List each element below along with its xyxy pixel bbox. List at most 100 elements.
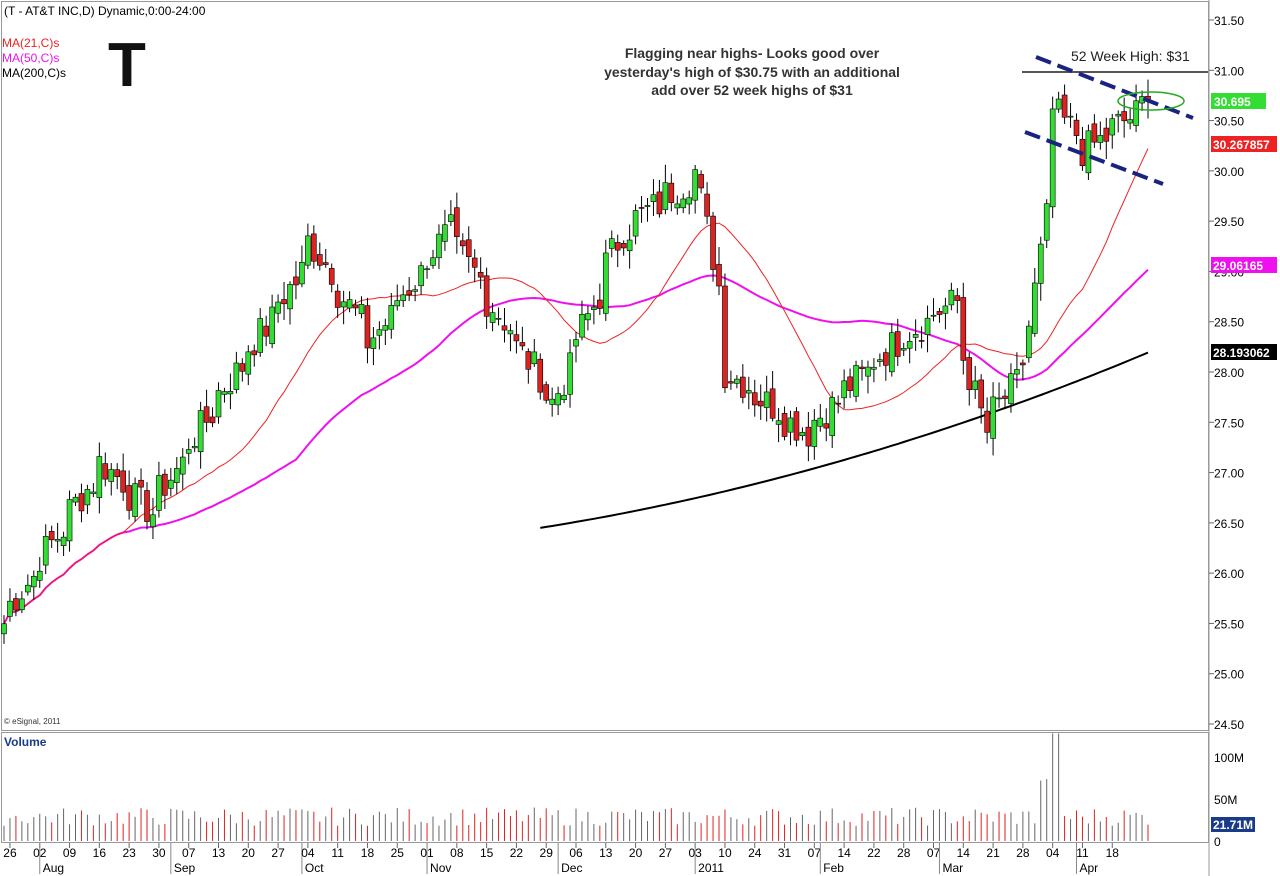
- candle-body: [793, 411, 800, 441]
- candle-body: [1008, 373, 1014, 404]
- candle-body: [1061, 94, 1068, 118]
- candle-body: [638, 207, 645, 209]
- candle-body: [507, 330, 514, 335]
- candle-body: [60, 536, 67, 546]
- candle-body: [573, 339, 579, 347]
- volume-panel-frame: [1, 732, 1209, 843]
- x-day-label: 28: [897, 846, 911, 860]
- candle-body: [233, 362, 240, 390]
- candle-body: [436, 233, 442, 259]
- candle-body: [948, 289, 955, 306]
- candle-body: [197, 410, 204, 453]
- candle-body: [775, 420, 782, 425]
- candle-body: [978, 379, 984, 409]
- lower-channel-line: [1024, 130, 1164, 186]
- candle-body: [1067, 115, 1074, 118]
- price-panel-frame: [1, 1, 1209, 731]
- candle-body: [728, 381, 734, 384]
- ma21-legend: MA(21,C)s: [2, 36, 59, 50]
- candle-body: [364, 305, 371, 349]
- candle-body: [614, 242, 621, 251]
- candle-body: [757, 400, 764, 407]
- candle-body: [1, 623, 7, 635]
- candle-body: [567, 352, 573, 395]
- candle-body: [102, 463, 109, 480]
- candle-body: [519, 342, 526, 347]
- ma50-legend: MA(50,C)s: [2, 51, 59, 65]
- candle-body: [185, 449, 192, 454]
- x-day-label: 13: [212, 846, 226, 860]
- candle-body: [912, 334, 919, 338]
- candle-body: [287, 284, 293, 310]
- candle-body: [817, 417, 824, 427]
- candle-body: [877, 359, 883, 362]
- y-tick-label: 25.00: [1214, 668, 1244, 682]
- y-tick-label: 28.00: [1214, 366, 1244, 380]
- breakout-ellipse: [1117, 91, 1185, 111]
- x-day-label: 06: [569, 846, 583, 860]
- note-line-1: Flagging near highs- Looks good over: [625, 45, 880, 61]
- x-month-label: Oct: [305, 861, 324, 875]
- candle-body: [591, 306, 597, 311]
- y-tick-label: 25.50: [1214, 617, 1244, 631]
- x-day-label: 18: [361, 846, 375, 860]
- x-day-label: 23: [122, 846, 136, 860]
- candle-body: [680, 198, 687, 209]
- candle-body: [960, 297, 967, 361]
- candle-body: [275, 301, 281, 314]
- candle-body: [1043, 203, 1050, 241]
- candle-body: [293, 276, 299, 286]
- x-day-label: 07: [808, 846, 822, 860]
- candle-body: [173, 468, 180, 483]
- volume-tag: 21.71M: [1213, 818, 1253, 832]
- x-day-label: 10: [718, 846, 732, 860]
- x-month-label: Sep: [174, 861, 196, 875]
- ticker-symbol: T: [108, 31, 146, 100]
- x-day-label: 20: [629, 846, 643, 860]
- ma200-line: [540, 351, 1149, 529]
- ma21-tag-bg: [1211, 136, 1277, 152]
- candle-body: [84, 489, 91, 506]
- candle-body: [942, 305, 949, 314]
- volume-label: Volume: [4, 735, 47, 749]
- candle-body: [543, 384, 550, 401]
- candle-body: [1121, 111, 1127, 122]
- candle-body: [883, 352, 889, 366]
- candle-body: [769, 388, 776, 419]
- note-line-2: yesterday's high of $30.75 with an addit…: [604, 64, 900, 80]
- candle-body: [656, 191, 663, 215]
- candle-body: [36, 570, 43, 581]
- candle-body: [156, 475, 162, 511]
- volume-bars: [3, 733, 1149, 841]
- candle-body: [579, 313, 585, 338]
- candle-body: [1026, 325, 1032, 359]
- candle-body: [650, 194, 657, 202]
- candle-body: [370, 337, 377, 349]
- candle-body: [322, 262, 329, 265]
- x-day-label: 07: [182, 846, 196, 860]
- candle-body: [799, 432, 806, 436]
- volume-tick-label: 100M: [1214, 751, 1244, 765]
- candle-body: [668, 182, 675, 203]
- x-day-label: 15: [480, 846, 494, 860]
- ma50-series: [3, 268, 1149, 625]
- candle-body: [531, 351, 538, 365]
- x-day-label: 29: [540, 846, 554, 860]
- candle-body: [686, 197, 693, 205]
- ma200-legend: MA(200,C)s: [2, 66, 66, 80]
- candle-body: [888, 332, 895, 373]
- x-month-label: Mar: [942, 861, 963, 875]
- candle-body: [305, 235, 311, 266]
- volume-y-axis: 100M 50M 0: [1214, 751, 1244, 849]
- candle-body: [501, 325, 508, 331]
- last-price-tag: 30.695: [1214, 95, 1251, 109]
- candle-body: [1037, 243, 1044, 284]
- candle-body: [698, 174, 704, 189]
- candle-body: [906, 341, 913, 349]
- x-day-label: 16: [93, 846, 107, 860]
- y-tick-label: 24.50: [1214, 718, 1244, 732]
- candle-body: [710, 215, 716, 270]
- x-day-label: 04: [301, 846, 315, 860]
- candle-body: [257, 318, 264, 353]
- candle-body: [751, 392, 758, 406]
